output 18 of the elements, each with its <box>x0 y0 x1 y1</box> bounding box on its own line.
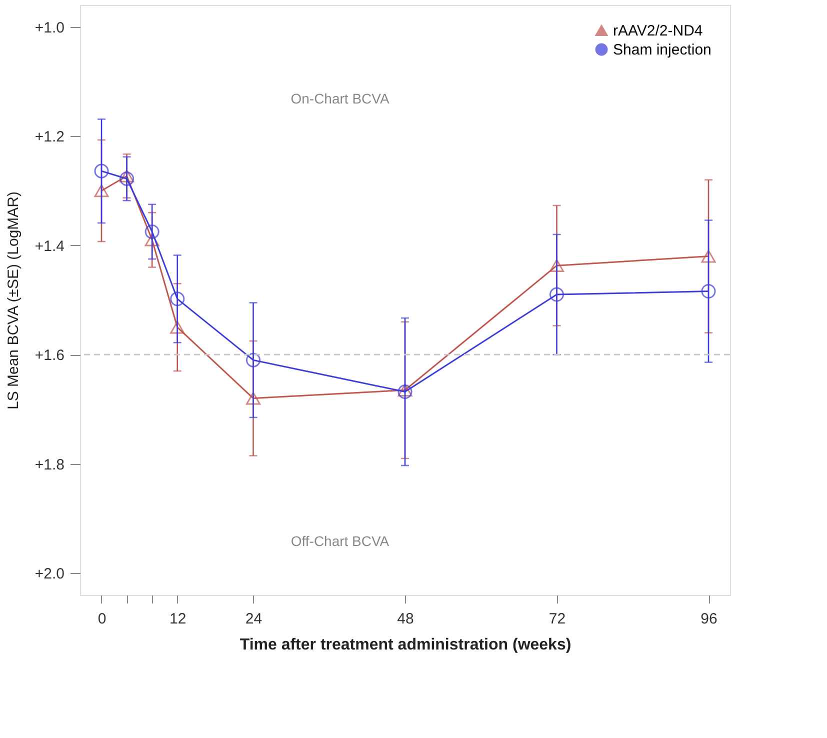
y-tick-label: +1.4 <box>34 238 64 255</box>
annotation: On-Chart BCVA <box>290 90 390 106</box>
y-tick-label: +1.0 <box>34 19 64 36</box>
x-tick-label: 48 <box>397 610 414 628</box>
x-tick-label: 24 <box>245 610 262 628</box>
x-axis-title: Time after treatment administration (weeks) <box>240 636 572 654</box>
x-tick-label: 12 <box>170 610 186 628</box>
annotation: Off-Chart BCVA <box>290 532 390 549</box>
x-tick-label: 72 <box>548 610 566 628</box>
x-tick-label: 96 <box>700 610 718 628</box>
y-tick-label: +2.0 <box>34 566 64 583</box>
x-tick-label: 0 <box>98 610 106 628</box>
legend-label: Sham injection <box>613 42 712 58</box>
y-tick-label: +1.2 <box>34 128 64 146</box>
y-axis-title: LS Mean BCVA (±SE) (LogMAR) <box>4 191 22 410</box>
legend-label: rAAV2/2-ND4 <box>613 22 703 40</box>
y-tick-label: +1.6 <box>34 347 64 364</box>
y-tick-label: +1.8 <box>34 456 64 474</box>
